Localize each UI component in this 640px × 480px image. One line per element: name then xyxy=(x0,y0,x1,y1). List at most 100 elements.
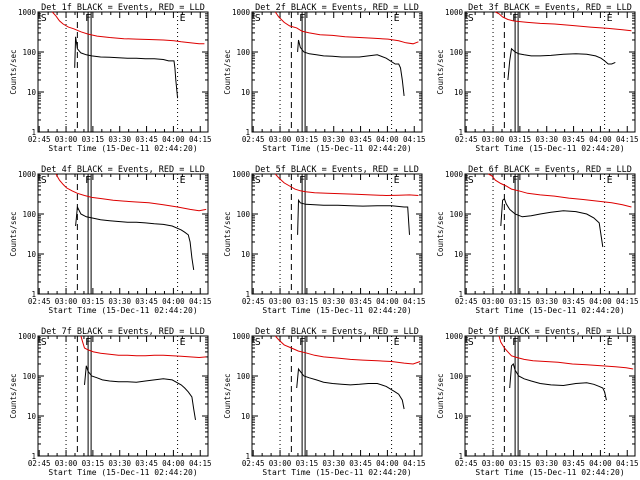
series-line-events xyxy=(509,363,607,401)
plot-title: Det 8f BLACK = Events, RED = LLD xyxy=(255,327,419,337)
marker-letter-f: F xyxy=(512,175,518,186)
x-tick-label: 03:15 xyxy=(82,135,105,144)
x-tick-label: 03:00 xyxy=(482,297,505,306)
y-tick-label: 100 xyxy=(22,210,36,219)
y-tick-label: 100 xyxy=(236,48,250,57)
y-tick-label: 10 xyxy=(241,88,251,97)
x-axis-label: Start Time (15-Dec-11 02:44:20) xyxy=(262,144,411,153)
x-tick-label: 04:15 xyxy=(403,135,426,144)
y-axis-label: Counts/sec xyxy=(9,211,18,256)
y-tick-label: 1 xyxy=(245,128,250,137)
series-line-events xyxy=(84,365,196,420)
series-line-lld xyxy=(80,335,207,359)
y-tick-label: 1 xyxy=(31,128,36,137)
plot-panel-7: Det 7f BLACK = Events, RED = LLD 1 10 100 10… xyxy=(9,327,212,477)
y-tick-label: 1000 xyxy=(18,8,37,17)
marker-letter-s: S xyxy=(468,13,474,24)
x-tick-label: 03:00 xyxy=(482,459,505,468)
series-line-lld xyxy=(495,11,632,32)
marker-letter-e: E xyxy=(180,175,186,186)
y-tick-label: 10 xyxy=(454,88,464,97)
y-tick-label: 1000 xyxy=(232,8,251,17)
marker-letter-e: E xyxy=(394,175,400,186)
y-tick-label: 1000 xyxy=(18,332,37,341)
y-tick-label: 1000 xyxy=(232,332,251,341)
marker-letter-e: E xyxy=(607,13,613,24)
x-tick-label: 04:15 xyxy=(403,297,426,306)
marker-letter-e: E xyxy=(180,13,186,24)
x-tick-label: 03:30 xyxy=(535,459,558,468)
series-line-events xyxy=(74,36,179,99)
x-tick-label: 03:15 xyxy=(509,135,532,144)
x-tick-label: 03:00 xyxy=(55,459,78,468)
x-tick-label: 02:45 xyxy=(242,297,265,306)
plot-frame xyxy=(251,11,423,133)
y-tick-label: 10 xyxy=(27,88,37,97)
x-tick-label: 04:00 xyxy=(589,135,612,144)
plot-title: Det 5f BLACK = Events, RED = LLD xyxy=(255,165,419,175)
x-tick-label: 04:15 xyxy=(616,459,639,468)
marker-letter-s: S xyxy=(255,175,261,186)
series-line-events xyxy=(75,205,195,270)
plot-panel-6: Det 6f BLACK = Events, RED = LLD 1 10 100 10… xyxy=(436,165,639,315)
x-tick-label: 03:45 xyxy=(135,459,158,468)
x-tick-label: 03:15 xyxy=(82,297,105,306)
x-tick-label: 03:45 xyxy=(349,135,372,144)
plot-panel-3: Det 3f BLACK = Events, RED = LLD 1 10 100 10… xyxy=(436,3,639,153)
series-line-events xyxy=(297,39,405,96)
x-tick-label: 04:15 xyxy=(189,297,212,306)
plot-frame xyxy=(464,11,636,133)
x-tick-label: 03:30 xyxy=(322,297,345,306)
plot-panel-4: Det 4f BLACK = Events, RED = LLD 1 10 100 10… xyxy=(9,165,212,315)
y-axis-label: Counts/sec xyxy=(9,49,18,94)
marker-letter-s: S xyxy=(468,337,474,348)
x-tick-label: 03:00 xyxy=(55,297,78,306)
x-tick-label: 03:15 xyxy=(509,459,532,468)
x-tick-label: 04:00 xyxy=(376,297,399,306)
x-tick-label: 02:45 xyxy=(455,297,478,306)
x-tick-label: 03:15 xyxy=(296,459,319,468)
marker-letter-s: S xyxy=(41,337,47,348)
x-tick-label: 03:45 xyxy=(135,135,158,144)
x-axis-label: Start Time (15-Dec-11 02:44:20) xyxy=(262,306,411,315)
y-tick-label: 1000 xyxy=(445,332,464,341)
x-tick-label: 03:30 xyxy=(108,459,131,468)
plot-title: Det 1f BLACK = Events, RED = LLD xyxy=(41,3,205,13)
y-tick-label: 100 xyxy=(22,372,36,381)
marker-letter-f: F xyxy=(299,175,305,186)
y-axis-label: Counts/sec xyxy=(436,211,445,256)
x-tick-label: 04:00 xyxy=(376,135,399,144)
x-tick-label: 03:00 xyxy=(269,297,292,306)
y-axis-label: Counts/sec xyxy=(223,211,232,256)
x-tick-label: 03:00 xyxy=(269,135,292,144)
plot-title: Det 4f BLACK = Events, RED = LLD xyxy=(41,165,205,175)
plot-title: Det 6f BLACK = Events, RED = LLD xyxy=(468,165,632,175)
x-tick-label: 02:45 xyxy=(455,459,478,468)
x-tick-label: 03:30 xyxy=(322,135,345,144)
x-tick-label: 03:30 xyxy=(108,297,131,306)
y-tick-label: 1000 xyxy=(232,170,251,179)
x-tick-label: 02:45 xyxy=(28,459,51,468)
y-axis-label: Counts/sec xyxy=(9,373,18,418)
y-tick-label: 10 xyxy=(454,250,464,259)
y-axis-label: Counts/sec xyxy=(436,49,445,94)
x-tick-label: 03:30 xyxy=(322,459,345,468)
y-tick-label: 1000 xyxy=(445,170,464,179)
plot-frame xyxy=(251,173,423,295)
marker-letter-s: S xyxy=(468,175,474,186)
marker-letter-s: S xyxy=(41,13,47,24)
x-tick-label: 02:45 xyxy=(242,135,265,144)
y-tick-label: 1 xyxy=(245,290,250,299)
x-tick-label: 03:45 xyxy=(135,297,158,306)
x-axis-label: Start Time (15-Dec-11 02:44:20) xyxy=(48,144,197,153)
marker-letter-s: S xyxy=(255,13,261,24)
plot-frame xyxy=(251,335,423,457)
marker-letter-f: F xyxy=(85,175,91,186)
series-line-events xyxy=(507,47,616,81)
x-tick-label: 02:45 xyxy=(242,459,265,468)
series-line-events xyxy=(296,367,405,410)
x-tick-label: 04:00 xyxy=(589,459,612,468)
series-line-events xyxy=(500,197,604,248)
x-tick-label: 03:45 xyxy=(349,297,372,306)
y-tick-label: 1 xyxy=(31,290,36,299)
